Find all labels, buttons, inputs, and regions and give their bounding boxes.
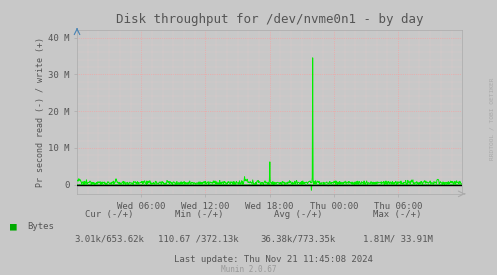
Text: Last update: Thu Nov 21 11:45:08 2024: Last update: Thu Nov 21 11:45:08 2024 [174, 255, 373, 264]
Text: Avg (-/+): Avg (-/+) [274, 210, 323, 219]
Text: ■: ■ [10, 222, 17, 232]
Text: Min (-/+): Min (-/+) [174, 210, 223, 219]
Text: Bytes: Bytes [27, 222, 54, 231]
Text: Max (-/+): Max (-/+) [373, 210, 422, 219]
Text: 3.01k/653.62k: 3.01k/653.62k [75, 235, 144, 244]
Text: RRDTOOL / TOBI OETIKER: RRDTOOL / TOBI OETIKER [490, 77, 495, 160]
Y-axis label: Pr second read (-) / write (+): Pr second read (-) / write (+) [36, 37, 45, 187]
Title: Disk throughput for /dev/nvme0n1 - by day: Disk throughput for /dev/nvme0n1 - by da… [116, 13, 423, 26]
Text: Cur (-/+): Cur (-/+) [85, 210, 134, 219]
Text: 110.67 /372.13k: 110.67 /372.13k [159, 235, 239, 244]
Text: 36.38k/773.35k: 36.38k/773.35k [260, 235, 336, 244]
Text: Munin 2.0.67: Munin 2.0.67 [221, 265, 276, 274]
Text: 1.81M/ 33.91M: 1.81M/ 33.91M [363, 235, 432, 244]
